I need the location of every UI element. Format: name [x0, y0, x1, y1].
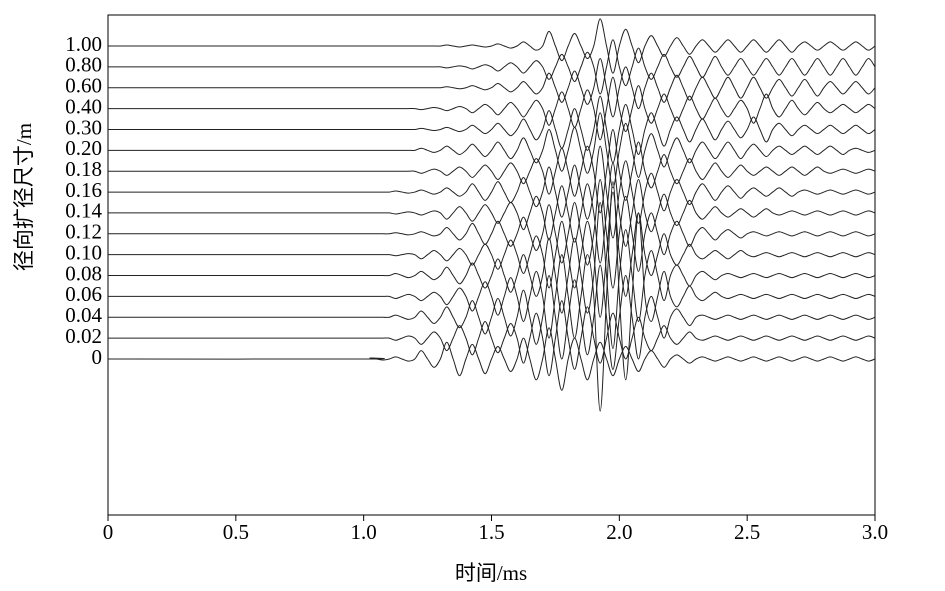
waveform-trace — [108, 39, 875, 95]
x-tick-label: 3.0 — [862, 520, 888, 544]
trace-label: 0.40 — [65, 94, 102, 118]
waveform-trace — [108, 179, 875, 289]
x-tick-label: 1.0 — [351, 520, 377, 544]
x-tick-label: 2.5 — [734, 520, 760, 544]
waveform-trace — [108, 18, 875, 74]
x-tick-label: 0.5 — [223, 520, 249, 544]
y-axis-label: 径向扩径尺寸/m — [12, 123, 36, 271]
trace-label: 0.60 — [65, 74, 102, 98]
waveform-trace — [108, 95, 875, 164]
x-tick-label: 2.0 — [606, 520, 632, 544]
waveform-trace — [108, 58, 875, 118]
waveform-trace — [108, 327, 875, 391]
trace-label: 0.14 — [65, 199, 102, 223]
trace-label: 0.16 — [65, 178, 102, 202]
x-tick-label: 1.5 — [478, 520, 504, 544]
trace-label: 0.30 — [65, 115, 102, 139]
waveform-trace — [108, 264, 875, 370]
trace-label: 0.80 — [65, 53, 102, 77]
trace-label: 0.08 — [65, 261, 102, 285]
waveform-trace — [108, 191, 875, 318]
trace-label: 0.04 — [65, 303, 102, 327]
traces — [108, 18, 875, 412]
trace-label: 0.02 — [65, 324, 102, 348]
trace-label: 0.10 — [65, 240, 102, 264]
x-axis-label: 时间/ms — [455, 561, 527, 585]
trace-label: 0.18 — [65, 157, 102, 181]
trace-label: 1.00 — [65, 32, 102, 56]
waveform-trace — [108, 201, 875, 350]
waveform-trace — [108, 300, 875, 377]
x-tick-label: 0 — [103, 520, 114, 544]
waveform-trace — [108, 128, 875, 214]
trace-label: 0.06 — [65, 282, 102, 306]
trace-label: 0 — [92, 345, 103, 369]
waveform-trace — [108, 76, 875, 141]
trace-label: 0.12 — [65, 220, 102, 244]
waveform-trace — [108, 181, 875, 412]
plot-frame — [107, 14, 876, 516]
waveform-trace — [108, 162, 875, 264]
trace-label: 0.20 — [65, 136, 102, 160]
waveform-trace — [108, 112, 875, 189]
waveform-trace — [108, 145, 875, 239]
